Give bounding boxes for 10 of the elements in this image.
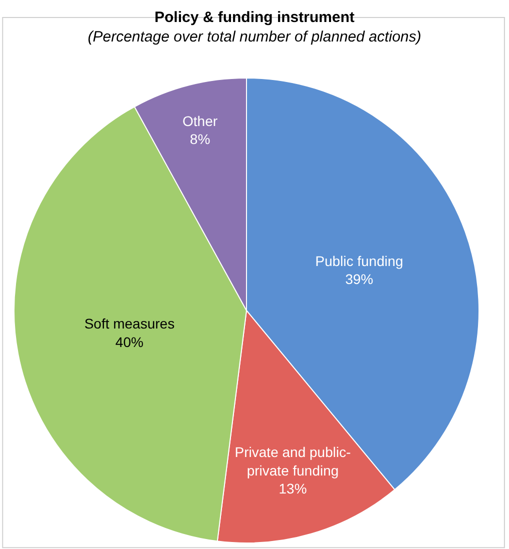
slice-label: Private and public-private funding — [234, 444, 352, 478]
slice-label: Soft measures — [84, 316, 175, 332]
data-label: 8% — [190, 131, 210, 148]
chart-subtitle: (Percentage over total number of planned actions) — [88, 28, 422, 46]
data-label: 13% — [278, 480, 307, 497]
slice-label: Other — [182, 113, 218, 130]
data-label: 39% — [345, 271, 374, 288]
chart-title: Policy & funding instrument — [154, 8, 355, 26]
slice-label: Public funding — [315, 252, 404, 269]
data-label: 40% — [115, 334, 144, 350]
